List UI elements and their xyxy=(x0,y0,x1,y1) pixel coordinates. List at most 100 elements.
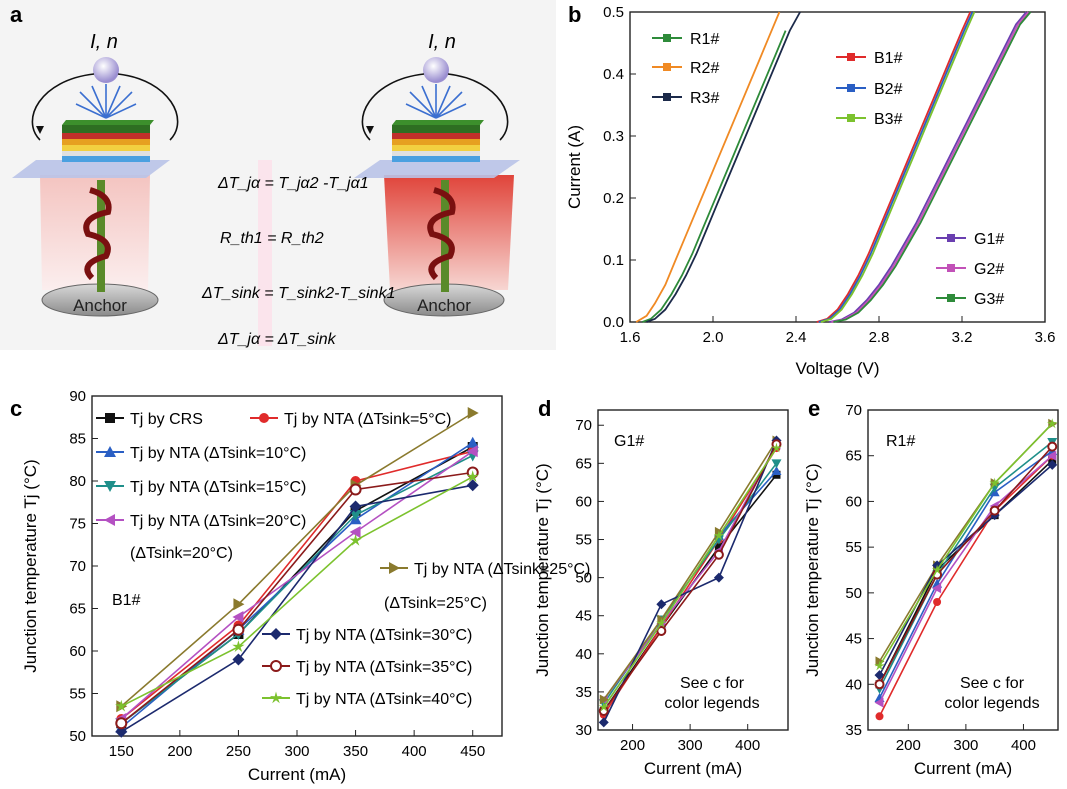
anchor-label-right: Anchor xyxy=(417,296,471,315)
data-point xyxy=(656,599,667,610)
series-line xyxy=(603,443,778,700)
data-point xyxy=(656,617,667,628)
data-point xyxy=(713,572,724,583)
iv-curve-r1 xyxy=(642,30,787,323)
panel-a-label: a xyxy=(10,2,23,27)
iv-curve-b2 xyxy=(818,11,974,323)
legend-marker xyxy=(663,63,671,71)
legend-label: G2# xyxy=(974,261,1004,278)
y-tick-label: 60 xyxy=(845,493,862,510)
series-line xyxy=(878,423,1053,667)
data-point xyxy=(713,549,724,560)
data-point xyxy=(466,479,479,492)
series-line xyxy=(878,464,1053,676)
spring-right xyxy=(427,187,456,281)
data-point xyxy=(232,611,244,623)
iv-curve-r3 xyxy=(646,11,801,323)
x-axis-label: Current (mA) xyxy=(644,759,742,778)
series-line xyxy=(603,447,778,708)
iv-curve-g1 xyxy=(829,11,1027,323)
data-point xyxy=(1047,450,1057,461)
y-tick-label: 0.4 xyxy=(603,66,624,83)
x-tick-label: 400 xyxy=(1011,737,1036,754)
legend-label: R2# xyxy=(690,60,719,77)
x-tick-label: 450 xyxy=(460,743,485,760)
anchor-label-left: Anchor xyxy=(73,296,127,315)
data-point xyxy=(349,500,362,513)
data-point xyxy=(874,679,885,690)
plate-right xyxy=(354,160,520,178)
panel-b: 1.6 2.0 2.4 2.8 3.2 3.6 0.0 0.1 0.2 0.3 0.4 0.5 Volt… xyxy=(565,2,1055,378)
x-tick-label: 2.0 xyxy=(703,329,724,346)
y-tick-label: 0.3 xyxy=(603,128,624,145)
plot-frame xyxy=(867,409,1059,731)
chip-stack-left xyxy=(62,120,154,162)
data-point xyxy=(771,442,782,453)
panel-a: a Anchor xyxy=(0,0,556,350)
current-symbol-right: I, n xyxy=(428,31,456,53)
series-line xyxy=(120,450,474,720)
y-axis-label: Junction temperature Tj (°C) xyxy=(803,463,822,676)
x-axis-label: Voltage (V) xyxy=(795,359,879,378)
data-point xyxy=(349,510,362,521)
legend-label: Tj by NTA (ΔTsink=40°C) xyxy=(296,691,472,708)
data-point xyxy=(1047,441,1058,452)
legend-marker xyxy=(389,562,400,574)
data-point xyxy=(466,445,478,458)
equation-1: ΔT_jα = T_jα2 -T_jα1 xyxy=(217,175,369,192)
data-point xyxy=(115,725,128,738)
plot-frame xyxy=(597,409,789,731)
data-point xyxy=(599,694,609,705)
series-line xyxy=(878,455,1053,703)
legend-label: Tj by NTA (ΔTsink=20°C) xyxy=(130,513,306,530)
data-point xyxy=(349,526,361,538)
iv-curve-b1 xyxy=(816,11,972,323)
y-tick-label: 70 xyxy=(69,558,86,575)
y-tick-label: 35 xyxy=(575,684,592,701)
series-line xyxy=(603,443,778,712)
y-tick-label: 60 xyxy=(575,493,592,510)
data-point xyxy=(232,653,245,666)
legend-note: color legends xyxy=(944,695,1039,712)
x-tick-label: 3.2 xyxy=(952,329,973,346)
legend-marker xyxy=(259,413,269,423)
y-axis-label: Junction temperature Tj (°C) xyxy=(533,463,552,676)
loop-arrow-right-icon xyxy=(366,126,374,134)
series-line xyxy=(878,450,1053,699)
x-tick-label: 150 xyxy=(109,743,134,760)
legend-marker xyxy=(663,93,671,101)
y-tick-label: 55 xyxy=(575,532,592,549)
y-axis-label: Current (A) xyxy=(565,125,584,209)
data-point xyxy=(598,717,609,728)
legend-marker xyxy=(947,294,955,302)
heat-beam-left xyxy=(40,175,150,290)
legend-label: B3# xyxy=(874,111,903,128)
current-symbol-left: I, n xyxy=(90,31,118,53)
y-tick-label: 55 xyxy=(845,539,862,556)
legend-marker xyxy=(947,264,955,272)
data-point xyxy=(771,465,782,475)
data-point xyxy=(989,505,1000,516)
data-point xyxy=(932,583,942,594)
panel-label: d xyxy=(538,396,551,421)
data-point xyxy=(989,477,1000,488)
legend-label: B1# xyxy=(874,50,903,67)
y-tick-label: 85 xyxy=(69,431,86,448)
carrier-ball-right xyxy=(423,57,449,83)
x-axis-label: Current (mA) xyxy=(248,765,346,784)
legend-marker xyxy=(847,114,855,122)
iv-curve-g3 xyxy=(833,11,1032,323)
equation-2: R_th1 = R_th2 xyxy=(220,230,324,247)
legend-label: Tj by CRS xyxy=(130,411,203,428)
panel-e: 200 300 400 35 40 45 50 55 60 65 70 Current (mA) Jun… xyxy=(803,396,1059,778)
y-tick-label: 60 xyxy=(69,643,86,660)
y-tick-label: 0.1 xyxy=(603,252,624,269)
data-point xyxy=(875,712,884,721)
sample-annotation: B1# xyxy=(112,592,141,609)
legend-label: Tj by NTA (ΔTsink=35°C) xyxy=(296,659,472,676)
sample-annotation: R1# xyxy=(886,433,915,450)
y-tick-label: 50 xyxy=(845,585,862,602)
equation-4: ΔT_jα = ΔT_sink xyxy=(217,331,337,348)
sample-annotation: G1# xyxy=(614,433,644,450)
